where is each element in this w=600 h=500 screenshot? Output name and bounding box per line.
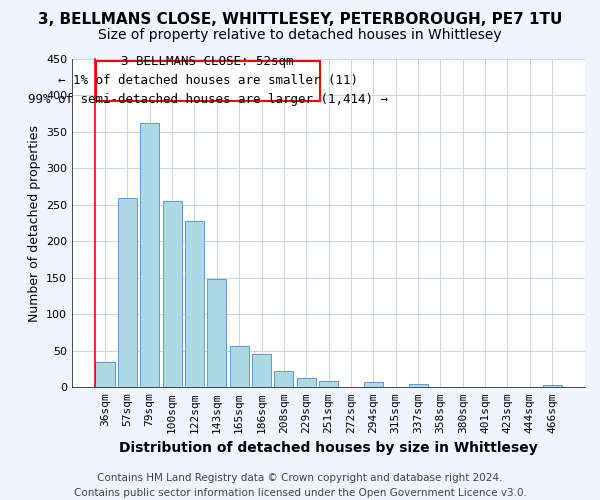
Bar (409, 384, 428, 388)
Text: 3 BELLMANS CLOSE: 52sqm
← 1% of detached houses are smaller (11)
99% of semi-det: 3 BELLMANS CLOSE: 52sqm ← 1% of detached… (28, 56, 388, 106)
Bar (140, 123, 159, 388)
X-axis label: Distribution of detached houses by size in Whittlesey: Distribution of detached houses by size … (119, 441, 538, 455)
Bar (364, 382, 383, 388)
Bar (252, 354, 271, 388)
Bar (185, 221, 204, 388)
Bar (274, 372, 293, 388)
Text: 3, BELLMANS CLOSE, WHITTLESEY, PETERBOROUGH, PE7 1TU: 3, BELLMANS CLOSE, WHITTLESEY, PETERBORO… (38, 12, 562, 28)
Bar (207, 278, 226, 388)
FancyBboxPatch shape (95, 61, 320, 100)
Bar (230, 346, 248, 388)
Bar (163, 200, 182, 388)
Bar (95, 362, 115, 388)
Y-axis label: Number of detached properties: Number of detached properties (28, 124, 41, 322)
Bar (319, 382, 338, 388)
Bar (118, 198, 137, 388)
Bar (297, 378, 316, 388)
Text: Contains HM Land Registry data © Crown copyright and database right 2024.
Contai: Contains HM Land Registry data © Crown c… (74, 472, 526, 498)
Text: Size of property relative to detached houses in Whittlesey: Size of property relative to detached ho… (98, 28, 502, 42)
Bar (542, 385, 562, 388)
